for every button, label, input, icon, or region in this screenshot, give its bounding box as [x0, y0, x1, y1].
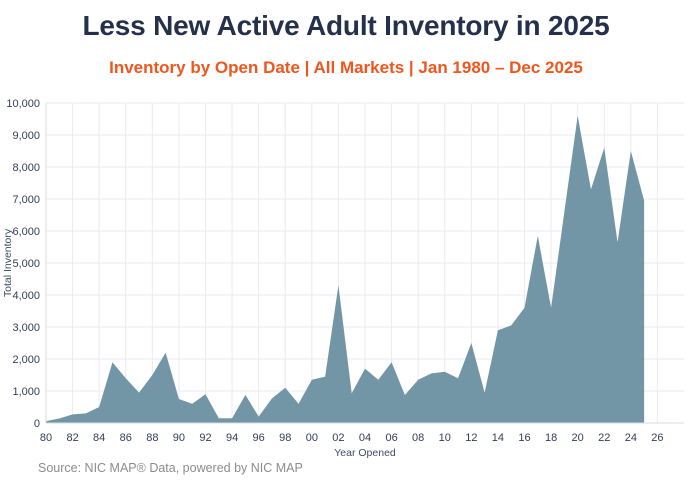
- y-axis-title: Total Inventory: [2, 228, 14, 297]
- x-tick-label: 88: [146, 432, 158, 444]
- x-tick-label: 94: [226, 432, 238, 444]
- y-tick-label: 0: [34, 418, 40, 430]
- x-tick-label: 90: [173, 432, 185, 444]
- y-tick-label: 2,000: [12, 354, 40, 366]
- y-tick-label: 10,000: [6, 98, 40, 110]
- y-tick-label: 9,000: [12, 130, 40, 142]
- x-tick-label: 18: [545, 432, 557, 444]
- x-axis-title: Year Opened: [334, 447, 396, 459]
- y-tick-label: 8,000: [12, 162, 40, 174]
- y-tick-label: 4,000: [12, 290, 40, 302]
- y-tick-label: 7,000: [12, 194, 40, 206]
- x-tick-label: 16: [518, 432, 530, 444]
- x-tick-label: 06: [385, 432, 397, 444]
- x-tick-label: 92: [199, 432, 211, 444]
- x-tick-label: 04: [359, 432, 371, 444]
- y-tick-label: 1,000: [12, 386, 40, 398]
- x-tick-label: 82: [66, 432, 78, 444]
- x-tick-label: 10: [439, 432, 451, 444]
- y-tick-label: 6,000: [12, 226, 40, 238]
- x-tick-label: 84: [93, 432, 105, 444]
- x-tick-label: 96: [253, 432, 265, 444]
- x-tick-label: 86: [120, 432, 132, 444]
- x-tick-label: 02: [332, 432, 344, 444]
- x-tick-label: 20: [572, 432, 584, 444]
- x-tick-label: 14: [492, 432, 504, 444]
- inventory-area-series: [46, 115, 645, 424]
- y-tick-label: 3,000: [12, 322, 40, 334]
- x-tick-label: 22: [598, 432, 610, 444]
- chart-subtitle: Inventory by Open Date | All Markets | J…: [109, 58, 583, 77]
- x-tick-label: 80: [40, 432, 52, 444]
- x-tick-label: 26: [651, 432, 663, 444]
- x-tick-label: 12: [465, 432, 477, 444]
- chart-title: Less New Active Adult Inventory in 2025: [82, 10, 610, 41]
- x-tick-label: 24: [625, 432, 637, 444]
- y-tick-label: 5,000: [12, 258, 40, 270]
- x-tick-label: 98: [279, 432, 291, 444]
- x-tick-label: 00: [306, 432, 318, 444]
- grid: 0 1,000 2,000 3,000 4,000 5,000 6,000 7,000 8,00…: [6, 98, 684, 444]
- x-tick-label: 08: [412, 432, 424, 444]
- source-attribution: Source: NIC MAP® Data, powered by NIC MA…: [38, 461, 303, 475]
